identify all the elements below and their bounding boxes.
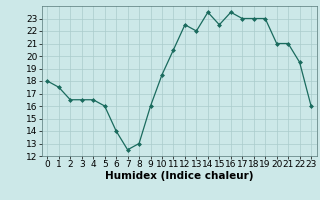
- X-axis label: Humidex (Indice chaleur): Humidex (Indice chaleur): [105, 171, 253, 181]
